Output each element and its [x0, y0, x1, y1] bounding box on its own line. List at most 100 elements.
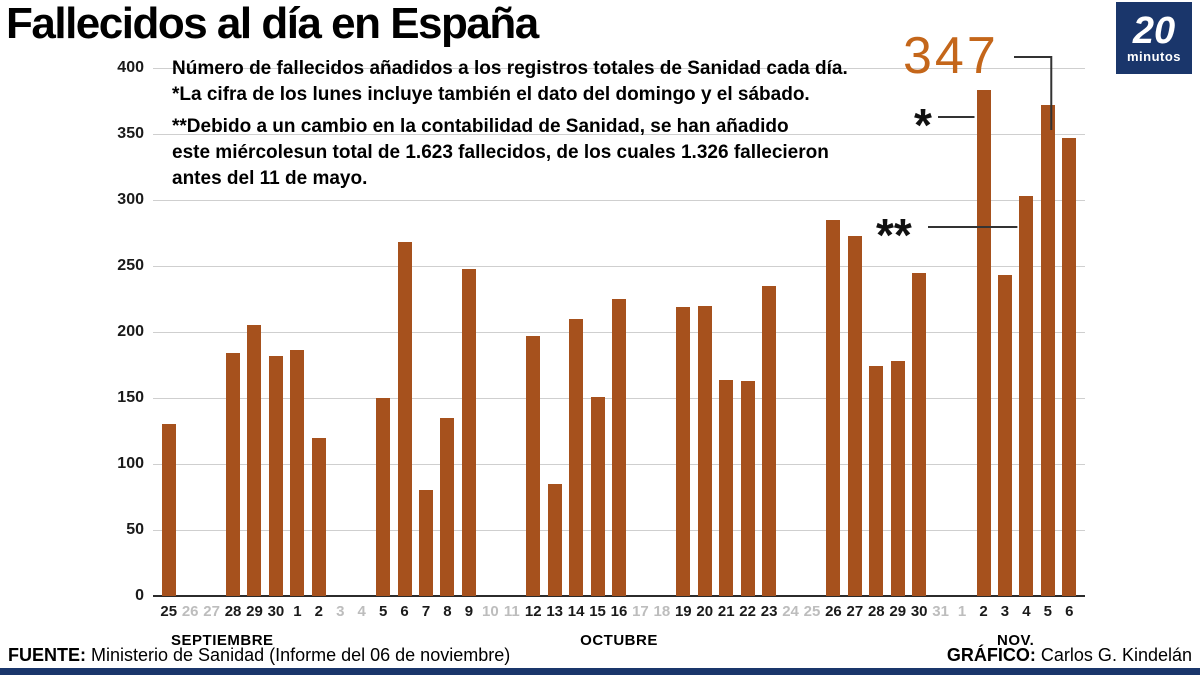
- x-axis-label: 12: [524, 603, 542, 620]
- bar: [526, 335, 541, 596]
- double-asterisk-marker: **: [876, 209, 912, 261]
- brand-logo-word: minutos: [1126, 48, 1182, 64]
- note-line: Número de fallecidos añadidos a los regi…: [172, 58, 848, 79]
- x-axis-label: 16: [610, 603, 628, 620]
- y-axis-label: 50: [126, 521, 144, 538]
- x-axis-label: 10: [482, 603, 499, 620]
- bar: [590, 396, 605, 596]
- x-axis-label: 26: [825, 603, 842, 620]
- gridline: [153, 67, 1085, 69]
- month-label: SEPTIEMBRE: [171, 632, 274, 649]
- x-axis-label: 31: [932, 603, 949, 620]
- footer-credit-label: GRÁFICO:: [946, 645, 1036, 665]
- gridline: [153, 133, 1085, 135]
- x-axis-label: 7: [421, 603, 431, 620]
- x-axis-label: 18: [653, 603, 671, 620]
- bar: [976, 90, 991, 596]
- footer-source-label: FUENTE:: [8, 645, 86, 665]
- month-label: NOV.: [997, 632, 1035, 649]
- bar: [762, 285, 777, 596]
- bar: [247, 325, 262, 596]
- x-axis-label: 23: [760, 603, 778, 620]
- y-axis-label: 350: [117, 125, 144, 142]
- bar: [461, 268, 476, 596]
- footer: FUENTE: Ministerio de Sanidad (Informe de…: [8, 645, 1192, 666]
- bar: [612, 299, 626, 596]
- x-axis-label: 3: [336, 603, 345, 620]
- x-axis-label: 25: [160, 603, 178, 620]
- bar: [847, 235, 862, 596]
- footer-credit-text: Carlos G. Kindelán: [1040, 645, 1192, 665]
- bar: [826, 219, 841, 596]
- x-axis-label: 25: [803, 603, 821, 620]
- bar: [740, 380, 755, 596]
- x-axis-label: 28: [867, 603, 885, 620]
- single-asterisk-marker: *: [914, 99, 932, 151]
- x-axis-label: 20: [696, 603, 714, 620]
- y-axis-label: 100: [117, 455, 144, 472]
- x-axis-label: 9: [464, 603, 474, 620]
- x-axis-label: 1: [293, 603, 302, 620]
- x-axis-label: 2: [314, 603, 323, 620]
- callout-value: 347: [903, 27, 999, 85]
- bar: [311, 437, 326, 596]
- bar: [161, 424, 176, 596]
- x-axis-label: 17: [632, 603, 649, 620]
- bar: [547, 483, 562, 596]
- x-axis-label: 14: [567, 603, 585, 620]
- x-axis-label: 29: [889, 603, 907, 620]
- footer-source-text: Ministerio de Sanidad (Informe del 06 de…: [91, 645, 511, 665]
- y-axis-label: 400: [117, 59, 144, 76]
- footer-credit: GRÁFICO: Carlos G. Kindelán: [947, 645, 1192, 666]
- y-axis-label: 300: [117, 191, 144, 208]
- x-axis-label: 2: [979, 603, 988, 620]
- x-axis-label: 13: [546, 603, 564, 620]
- note-line: antes del 11 de mayo.: [172, 168, 368, 189]
- x-axis-line: [153, 595, 1085, 597]
- bar: [226, 353, 241, 596]
- x-axis-label: 1: [957, 603, 967, 620]
- x-axis-label: 6: [1065, 603, 1074, 620]
- bar: [419, 490, 434, 596]
- bar: [697, 305, 712, 596]
- bar: [912, 272, 927, 596]
- bar: [997, 275, 1012, 596]
- note-line: este miércolesun total de 1.623 fallecid…: [172, 142, 829, 163]
- x-axis-label: 6: [400, 603, 409, 620]
- y-axis-label: 250: [117, 257, 144, 274]
- x-axis-label: 11: [503, 603, 520, 620]
- x-axis-label: 30: [267, 603, 285, 620]
- x-axis-label: 5: [1043, 603, 1052, 620]
- y-axis-label: 200: [117, 323, 144, 340]
- x-axis-label: 24: [782, 603, 799, 620]
- x-axis-label: 15: [589, 603, 606, 620]
- bar: [440, 417, 455, 596]
- brand-logo-number: 20: [1132, 9, 1176, 52]
- y-axis-label: 0: [135, 587, 144, 604]
- x-axis-label: 19: [674, 603, 692, 620]
- note-line: *La cifra de los lunes incluye también e…: [172, 84, 810, 105]
- y-axis-label: 150: [117, 389, 144, 406]
- x-axis-label: 21: [717, 603, 735, 620]
- bar: [290, 350, 305, 596]
- bar: [890, 361, 905, 596]
- bar: [397, 242, 412, 596]
- bar: [676, 306, 691, 596]
- bar: [869, 366, 884, 596]
- gridline: [153, 265, 1085, 267]
- x-axis-label: 22: [739, 603, 756, 620]
- x-axis-label: 27: [846, 603, 864, 620]
- bar: [569, 318, 584, 596]
- x-axis-label: 5: [378, 603, 388, 620]
- x-axis-label: 4: [357, 603, 366, 620]
- x-axis-label: 30: [910, 603, 928, 620]
- x-axis-label: 3: [1000, 603, 1010, 620]
- x-axis-label: 4: [1022, 603, 1031, 620]
- bar: [1040, 104, 1055, 596]
- bar: [1062, 137, 1077, 596]
- note-line: **Debido a un cambio en la contabilidad …: [172, 116, 789, 137]
- month-label: OCTUBRE: [580, 632, 658, 649]
- brand-color-strip: [0, 668, 1200, 675]
